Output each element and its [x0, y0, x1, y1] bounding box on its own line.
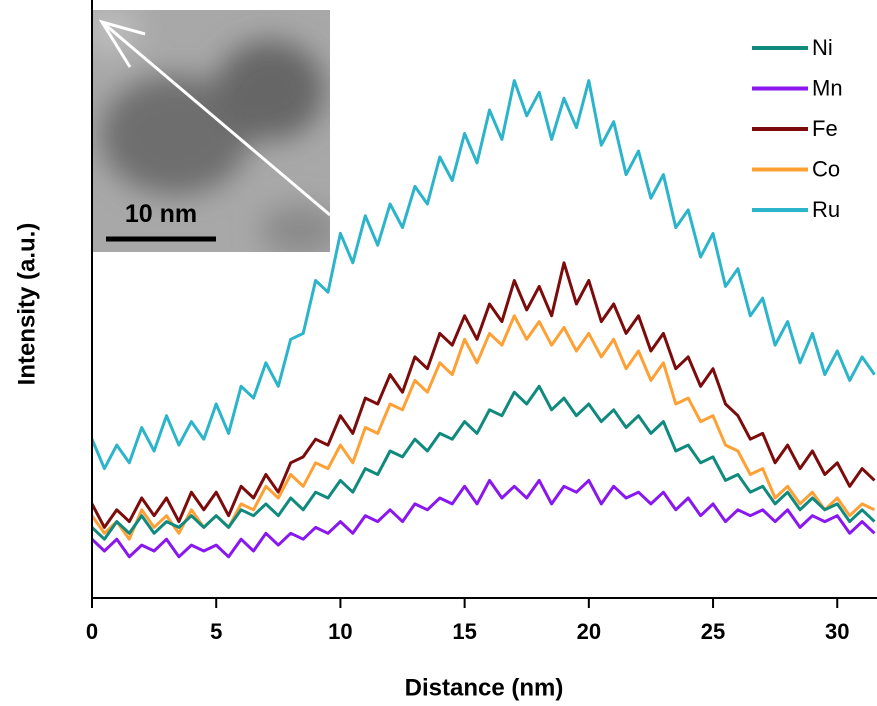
x-tick-label: 30	[825, 619, 849, 644]
legend-label: Ni	[812, 35, 833, 60]
x-tick-label: 25	[701, 619, 725, 644]
chart: 10 nm Distance (nm) Intensity (a.u.) 0 5 1…	[0, 0, 877, 701]
legend-label: Mn	[812, 75, 843, 100]
y-axis-label: Intensity (a.u.)	[13, 223, 40, 386]
legend-label: Ru	[812, 197, 840, 222]
x-tick-label: 20	[577, 619, 601, 644]
data-line	[92, 480, 875, 556]
legend-label: Co	[812, 156, 840, 181]
x-tick-label: 5	[210, 619, 222, 644]
x-axis-label: Distance (nm)	[405, 674, 564, 701]
scale-bar-label: 10 nm	[125, 200, 197, 228]
legend-label: Fe	[812, 116, 838, 141]
x-tick-label: 0	[86, 619, 98, 644]
inset-image: 10 nm	[80, 5, 340, 255]
x-tick-label: 10	[328, 619, 352, 644]
x-tick-label: 15	[452, 619, 476, 644]
data-line	[92, 386, 875, 539]
